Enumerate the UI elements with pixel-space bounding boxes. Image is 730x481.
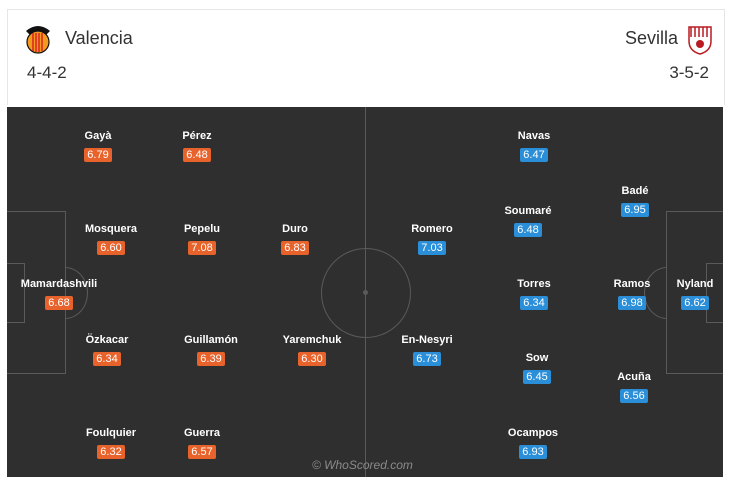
player-name: Duro <box>282 223 308 235</box>
player-rating: 6.93 <box>519 445 547 459</box>
player-home-guerra[interactable]: Guerra 6.57 <box>147 427 257 460</box>
player-away-acuna[interactable]: Acuña 6.56 <box>579 371 689 404</box>
player-home-yaremchuk[interactable]: Yaremchuk 6.30 <box>257 334 367 367</box>
player-rating: 6.48 <box>514 223 542 237</box>
player-away-en-nesyri[interactable]: En-Nesyri 6.73 <box>372 334 482 367</box>
match-header: Valencia 4-4-2 Sevilla 3-5-2 <box>7 9 725 105</box>
centre-spot <box>363 290 368 295</box>
player-away-bade[interactable]: Badé 6.95 <box>580 185 690 218</box>
away-team-name: Sevilla <box>624 28 678 48</box>
player-rating: 6.47 <box>520 148 548 162</box>
sevilla-crest-icon <box>688 26 712 55</box>
player-rating: 6.39 <box>197 352 225 366</box>
player-home-duro[interactable]: Duro 6.83 <box>240 223 350 256</box>
player-home-foulquier[interactable]: Foulquier 6.32 <box>56 427 166 460</box>
pitch: Gayà 6.79 Pérez 6.48 Mosquera 6.60 Pepel… <box>7 107 723 477</box>
player-rating: 6.60 <box>97 241 125 255</box>
player-name: Mosquera <box>85 223 137 235</box>
home-formation: 4-4-2 <box>27 63 67 82</box>
player-away-ocampos[interactable]: Ocampos 6.93 <box>478 427 588 460</box>
player-rating: 6.98 <box>618 296 646 310</box>
player-name: Navas <box>517 130 551 142</box>
home-team-name: Valencia <box>65 28 133 48</box>
player-rating: 7.08 <box>188 241 216 255</box>
player-away-nyland[interactable]: Nyland 6.62 <box>640 278 723 311</box>
away-goal-area <box>706 263 723 323</box>
player-name: Özkacar <box>85 334 129 346</box>
player-name: Ocampos <box>507 427 559 439</box>
player-rating: 6.32 <box>97 445 125 459</box>
player-name: Soumaré <box>504 205 552 217</box>
player-name: Guerra <box>183 427 221 439</box>
player-home-mosquera[interactable]: Mosquera 6.60 <box>56 223 166 256</box>
player-rating: 6.83 <box>281 241 309 255</box>
player-name: Guillamón <box>184 334 238 346</box>
player-name: Sow <box>525 352 549 364</box>
player-rating: 6.62 <box>681 296 709 310</box>
player-rating: 6.95 <box>621 203 649 217</box>
player-name: Pérez <box>182 130 212 142</box>
player-rating: 6.79 <box>84 148 112 162</box>
player-home-gaya[interactable]: Gayà 6.79 <box>43 130 153 163</box>
player-rating: 6.68 <box>45 296 73 310</box>
player-away-navas[interactable]: Navas 6.47 <box>479 130 589 163</box>
player-rating: 6.45 <box>523 370 551 384</box>
player-name: Romero <box>411 223 453 235</box>
player-rating: 6.34 <box>93 352 121 366</box>
player-away-sow[interactable]: Sow 6.45 <box>482 352 592 385</box>
player-home-perez[interactable]: Pérez 6.48 <box>142 130 252 163</box>
player-rating: 6.34 <box>520 296 548 310</box>
player-away-romero[interactable]: Romero 7.03 <box>377 223 487 256</box>
player-name: Mamardashvili <box>20 278 98 290</box>
player-away-ramos[interactable]: Ramos 6.98 <box>577 278 687 311</box>
player-name: Acuña <box>617 371 651 383</box>
player-rating: 6.73 <box>413 352 441 366</box>
player-away-torres[interactable]: Torres 6.34 <box>479 278 589 311</box>
player-name: Foulquier <box>85 427 137 439</box>
player-name: Ramos <box>613 278 651 290</box>
player-rating: 6.30 <box>298 352 326 366</box>
player-name: Gayà <box>84 130 112 142</box>
home-goal-area <box>7 263 25 323</box>
player-rating: 6.48 <box>183 148 211 162</box>
player-name: Badé <box>621 185 649 197</box>
player-rating: 7.03 <box>418 241 446 255</box>
player-home-ozkacar[interactable]: Özkacar 6.34 <box>52 334 162 367</box>
valencia-crest-icon <box>26 26 50 54</box>
away-formation: 3-5-2 <box>669 63 709 82</box>
player-name: En-Nesyri <box>401 334 453 346</box>
player-rating: 6.56 <box>620 389 648 403</box>
player-home-guillamon[interactable]: Guillamón 6.39 <box>156 334 266 367</box>
player-home-mamardashvili[interactable]: Mamardashvili 6.68 <box>7 278 114 311</box>
player-home-pepelu[interactable]: Pepelu 7.08 <box>147 223 257 256</box>
player-name: Yaremchuk <box>282 334 342 346</box>
player-away-soumare[interactable]: Soumaré 6.48 <box>473 205 583 238</box>
whoscored-watermark: © WhoScored.com <box>312 458 413 472</box>
player-name: Torres <box>517 278 551 290</box>
player-rating: 6.57 <box>188 445 216 459</box>
centre-circle <box>321 248 411 338</box>
player-name: Pepelu <box>183 223 221 235</box>
player-name: Nyland <box>676 278 714 290</box>
